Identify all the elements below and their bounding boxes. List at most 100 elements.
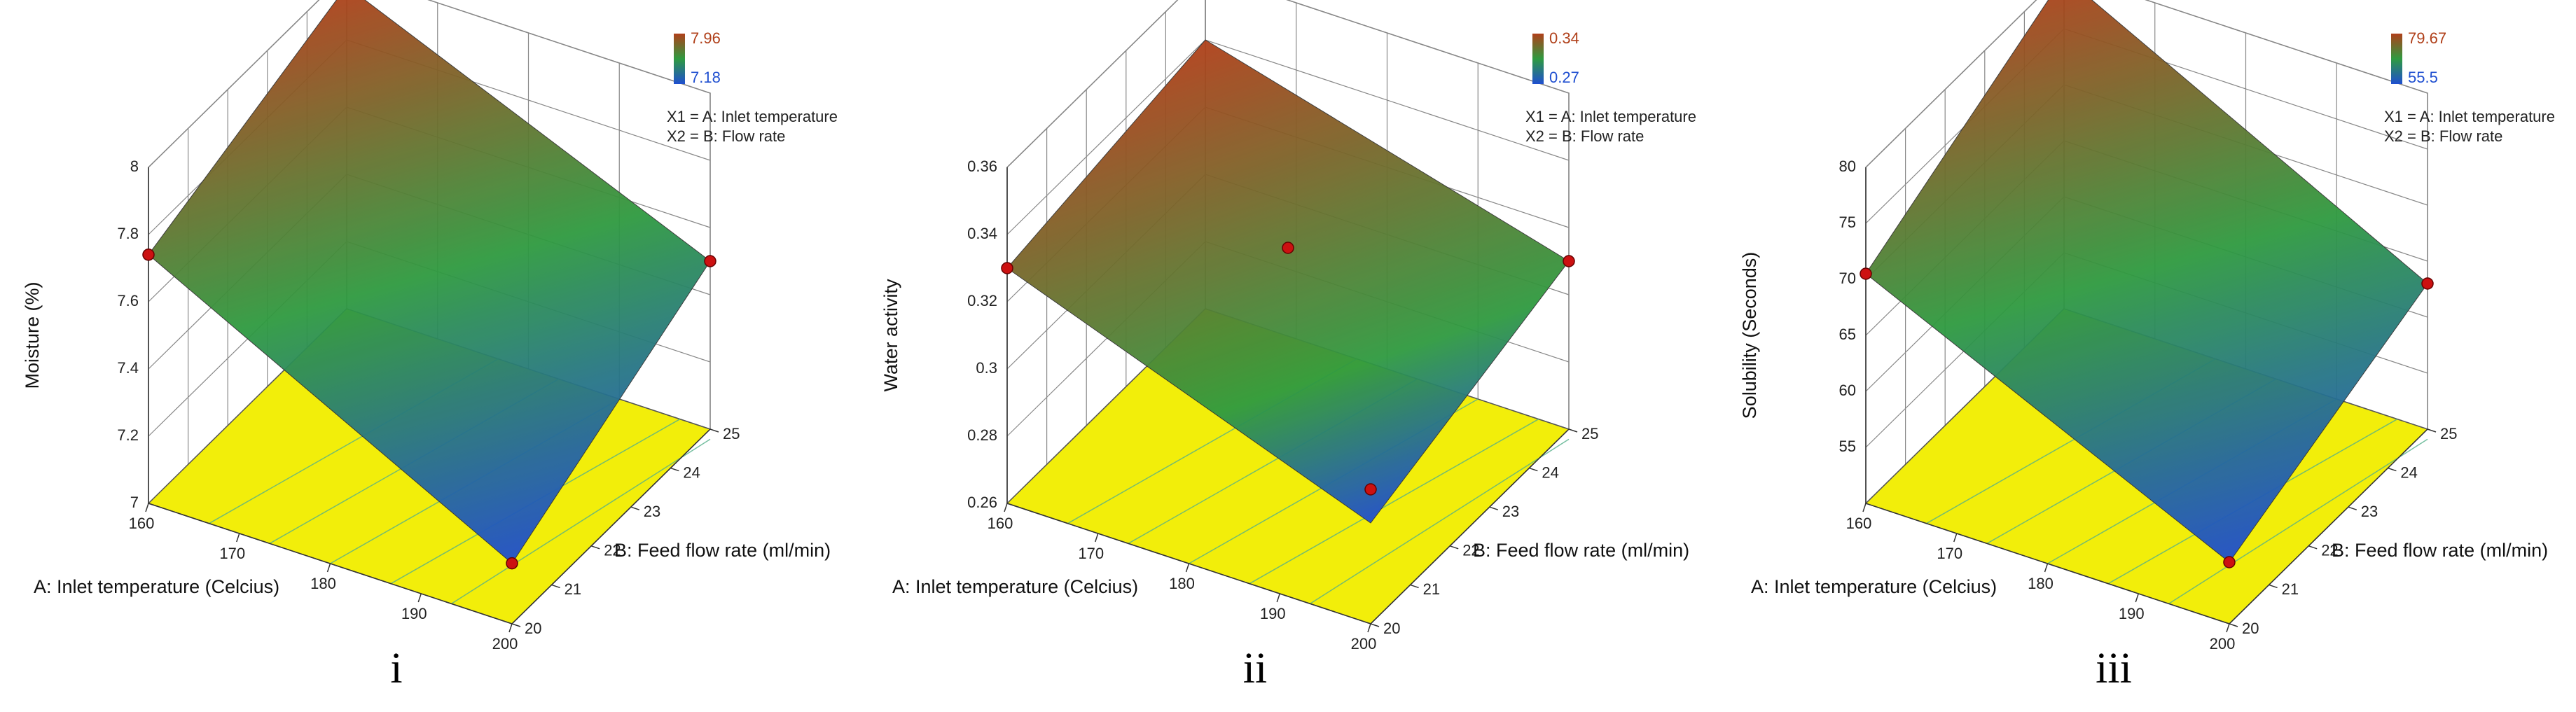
y-tick-label: 20 (1383, 620, 1400, 637)
y-tick (2348, 506, 2357, 510)
panel-caption: iii (2096, 645, 2132, 692)
z-tick-label: 60 (1839, 382, 1856, 399)
y-tick (1568, 428, 1578, 433)
y-tick-label: 23 (1502, 503, 1519, 520)
x-tick (326, 563, 331, 573)
x-tick-label: 180 (2028, 575, 2054, 592)
design-point (142, 249, 155, 261)
x-tick (1862, 503, 1867, 512)
grid-line (1006, 0, 1570, 168)
y-tick (630, 506, 640, 510)
y-tick-label: 25 (2440, 425, 2457, 442)
x-tick-label: 180 (310, 575, 336, 592)
z-tick-label: 70 (1839, 270, 1856, 287)
x-tick (417, 593, 422, 603)
y-tick (709, 428, 719, 433)
factor-label: X1 = A: Inlet temperature (2384, 108, 2555, 125)
x-axis-title: A: Inlet temperature (Celcius) (34, 576, 279, 597)
design-point (1282, 242, 1294, 254)
colorbar-max-label: 7.96 (691, 29, 721, 47)
y-tick (1410, 584, 1419, 589)
floor-contour (1310, 438, 1570, 604)
y-tick (2308, 545, 2318, 550)
y-tick (590, 545, 600, 550)
axis-line (1006, 503, 1371, 624)
z-tick-label: 0.32 (967, 292, 997, 309)
z-tick-label: 7.8 (117, 225, 139, 242)
colorbar-min-label: 55.5 (2408, 69, 2438, 86)
x-tick (1276, 593, 1280, 603)
grid-line (1865, 0, 2428, 168)
x-tick (2135, 593, 2139, 603)
colorbar-max-label: 79.67 (2408, 29, 2446, 47)
z-tick-label: 0.3 (976, 359, 997, 377)
colorbar (674, 34, 685, 84)
y-tick-label: 25 (723, 425, 740, 442)
design-point (1364, 483, 1377, 496)
colorbar-min-label: 7.18 (691, 69, 721, 86)
colorbar (1532, 34, 1544, 84)
z-tick-label: 7.4 (117, 359, 139, 377)
x-tick (1953, 533, 1958, 543)
x-tick-label: 200 (1351, 635, 1377, 652)
y-tick-label: 24 (2400, 463, 2417, 481)
z-tick-label: 7 (130, 494, 139, 511)
y-tick-label: 25 (1581, 425, 1598, 442)
x-tick (1004, 503, 1008, 512)
y-tick (551, 584, 560, 589)
x-tick-label: 170 (1078, 545, 1104, 562)
z-axis-title: Water activity (880, 279, 901, 392)
z-tick-label: 8 (130, 158, 139, 175)
floor-contour (2168, 438, 2428, 604)
floor-contour (1249, 419, 1539, 585)
y-axis-title: B: Feed flow rate (ml/min) (1473, 540, 1689, 561)
grid-line (148, 0, 711, 168)
x-tick (2226, 623, 2230, 633)
y-tick (1489, 506, 1499, 510)
axis-line (1865, 503, 2230, 624)
axis-line (2229, 428, 2428, 624)
x-tick (508, 623, 513, 633)
factor-label: X1 = A: Inlet temperature (1525, 108, 1696, 125)
y-tick (1449, 545, 1459, 550)
x-tick (1185, 563, 1190, 573)
x-tick-label: 160 (129, 515, 155, 532)
factor-label: X2 = B: Flow rate (667, 127, 785, 145)
y-axis-title: B: Feed flow rate (ml/min) (614, 540, 831, 561)
x-tick-label: 160 (1846, 515, 1872, 532)
design-point (1001, 262, 1013, 274)
y-tick-label: 21 (2282, 580, 2299, 598)
y-tick (2269, 584, 2278, 589)
z-tick-label: 65 (1839, 326, 1856, 343)
z-tick-label: 7.2 (117, 426, 139, 444)
y-tick-label: 22 (604, 542, 621, 559)
y-tick (1370, 623, 1380, 627)
z-tick-label: 75 (1839, 214, 1856, 231)
y-tick-label: 24 (683, 463, 700, 481)
y-tick (2427, 428, 2437, 433)
y-tick-label: 20 (2242, 620, 2259, 637)
floor-contour (451, 438, 711, 604)
z-tick-label: 0.34 (967, 225, 997, 242)
y-tick-label: 21 (1423, 580, 1440, 598)
x-tick (2044, 563, 2049, 573)
axis-line (511, 428, 711, 624)
x-tick-label: 190 (2119, 605, 2145, 622)
design-point (2421, 277, 2434, 290)
z-tick-label: 0.26 (967, 494, 997, 511)
design-point (506, 557, 518, 570)
x-tick-label: 190 (1260, 605, 1286, 622)
x-tick-label: 200 (2210, 635, 2236, 652)
z-tick-label: 80 (1839, 158, 1856, 175)
design-point (2223, 556, 2236, 568)
y-tick-label: 21 (565, 580, 581, 598)
x-tick (1095, 533, 1099, 543)
y-axis-title: B: Feed flow rate (ml/min) (2332, 540, 2548, 561)
design-point (1860, 267, 1872, 280)
x-tick-label: 180 (1169, 575, 1195, 592)
x-tick-label: 190 (401, 605, 427, 622)
y-tick-label: 23 (644, 503, 660, 520)
x-tick (236, 533, 240, 543)
colorbar-min-label: 0.27 (1549, 69, 1579, 86)
z-axis-title: Solubility (Seconds) (1739, 252, 1760, 419)
